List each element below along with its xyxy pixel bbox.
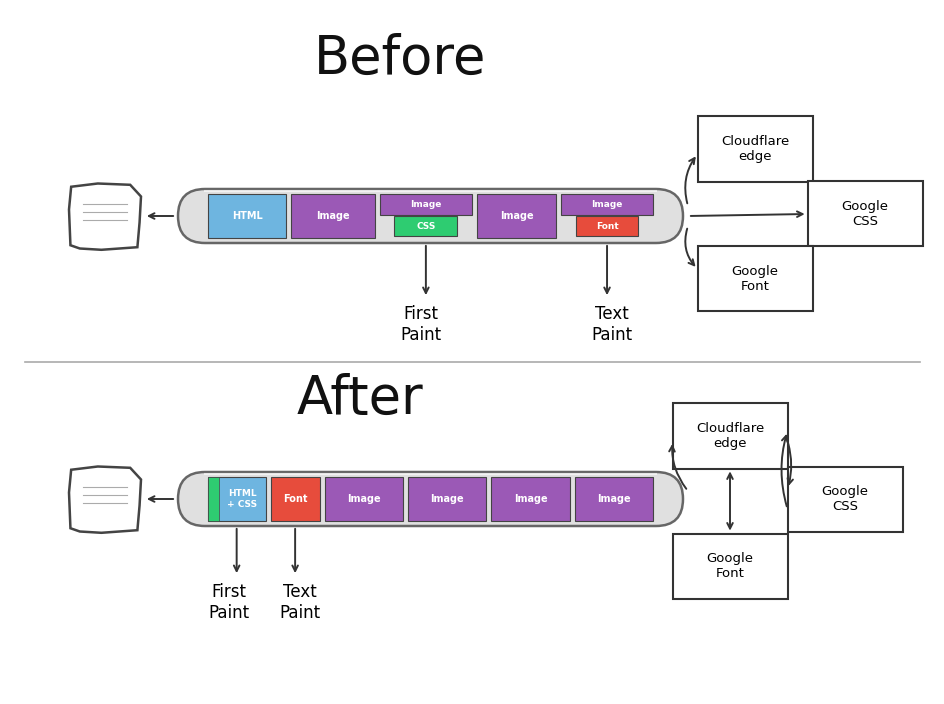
Text: HTML
+ CSS: HTML + CSS xyxy=(228,489,258,509)
Text: Text
Paint: Text Paint xyxy=(592,305,632,344)
Text: Image: Image xyxy=(316,211,350,221)
FancyBboxPatch shape xyxy=(178,472,683,526)
FancyBboxPatch shape xyxy=(492,477,570,520)
FancyBboxPatch shape xyxy=(271,477,320,520)
FancyBboxPatch shape xyxy=(698,116,813,182)
Text: Google
Font: Google Font xyxy=(706,552,753,580)
Text: After: After xyxy=(296,373,423,425)
FancyBboxPatch shape xyxy=(477,194,556,237)
Text: HTML: HTML xyxy=(231,211,262,221)
Text: Image: Image xyxy=(411,200,442,209)
FancyBboxPatch shape xyxy=(208,477,219,520)
Text: Font: Font xyxy=(283,494,308,504)
Text: Image: Image xyxy=(514,494,548,504)
FancyBboxPatch shape xyxy=(379,194,472,215)
FancyBboxPatch shape xyxy=(178,189,683,243)
Text: Cloudflare
edge: Cloudflare edge xyxy=(721,135,789,163)
Text: Image: Image xyxy=(430,494,464,504)
Text: CSS: CSS xyxy=(416,222,435,231)
Polygon shape xyxy=(69,184,141,250)
FancyBboxPatch shape xyxy=(395,216,457,237)
FancyBboxPatch shape xyxy=(787,467,902,532)
FancyBboxPatch shape xyxy=(807,182,922,246)
Text: Image: Image xyxy=(598,494,631,504)
Text: Font: Font xyxy=(596,222,618,231)
FancyBboxPatch shape xyxy=(561,194,653,215)
Text: Image: Image xyxy=(347,494,380,504)
Polygon shape xyxy=(69,467,141,533)
Text: Google
CSS: Google CSS xyxy=(821,485,868,513)
FancyBboxPatch shape xyxy=(575,477,653,520)
FancyBboxPatch shape xyxy=(576,216,638,237)
FancyBboxPatch shape xyxy=(208,194,286,237)
Text: First
Paint: First Paint xyxy=(208,583,249,622)
Text: Google
CSS: Google CSS xyxy=(841,200,888,228)
Text: Cloudflare
edge: Cloudflare edge xyxy=(696,422,764,450)
Text: Google
Font: Google Font xyxy=(732,265,779,293)
FancyBboxPatch shape xyxy=(408,477,486,520)
FancyBboxPatch shape xyxy=(325,477,403,520)
Text: First
Paint: First Paint xyxy=(400,305,442,344)
Text: Image: Image xyxy=(591,200,623,209)
FancyBboxPatch shape xyxy=(292,194,375,237)
FancyBboxPatch shape xyxy=(698,246,813,311)
FancyBboxPatch shape xyxy=(208,477,265,520)
Text: Text
Paint: Text Paint xyxy=(279,583,321,622)
FancyBboxPatch shape xyxy=(672,403,787,468)
Text: Image: Image xyxy=(499,211,533,221)
FancyBboxPatch shape xyxy=(672,534,787,598)
Text: Before: Before xyxy=(313,33,486,85)
